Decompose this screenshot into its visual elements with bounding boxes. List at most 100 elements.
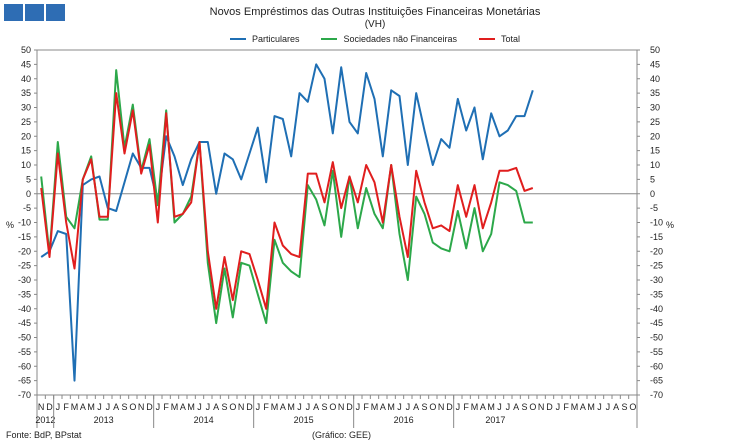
- y-tick-label-left: -15: [18, 232, 31, 242]
- x-tick-label-month: J: [97, 402, 102, 412]
- y-tick-label-right: -50: [650, 333, 663, 343]
- x-tick-label-month: J: [197, 402, 202, 412]
- chart-credit: (Gráfico: GEE): [312, 430, 372, 440]
- x-tick-label-month: S: [321, 402, 327, 412]
- x-tick-label-month: O: [629, 402, 636, 412]
- logo-block: [46, 4, 65, 21]
- x-tick-label-month: N: [138, 402, 145, 412]
- y-tick-label-left: 30: [21, 103, 31, 113]
- x-tick-label-month: D: [546, 402, 553, 412]
- y-tick-label-right: -45: [650, 318, 663, 328]
- x-tick-label-month: J: [497, 402, 502, 412]
- x-tick-label-month: A: [313, 402, 319, 412]
- x-tick-label-month: A: [213, 402, 219, 412]
- x-tick-label-month: M: [187, 402, 195, 412]
- chart-title: Novos Empréstimos das Outras Instituiçõe…: [209, 6, 541, 18]
- x-tick-label-month: N: [538, 402, 545, 412]
- x-tick-label-month: O: [529, 402, 536, 412]
- x-tick-label-month: M: [471, 402, 479, 412]
- x-tick-label-month: J: [406, 402, 411, 412]
- x-tick-label-month: O: [229, 402, 236, 412]
- x-tick-label-month: A: [513, 402, 519, 412]
- chart-series: [40, 63, 534, 382]
- y-tick-label-right: -35: [650, 289, 663, 299]
- y-tick-label-right: -5: [650, 203, 658, 213]
- y-tick-label-left: -50: [18, 333, 31, 343]
- y-tick-label-left: -40: [18, 304, 31, 314]
- y-tick-label-right: 45: [650, 59, 660, 69]
- x-tick-label-month: F: [463, 402, 469, 412]
- x-tick-label-month: J: [256, 402, 261, 412]
- x-tick-label-month: J: [456, 402, 461, 412]
- x-tick-label-month: A: [280, 402, 286, 412]
- y-axis-label-right: %: [666, 220, 674, 230]
- y-tick-label-left: -30: [18, 275, 31, 285]
- x-tick-label-month: M: [487, 402, 495, 412]
- y-tick-label-right: 25: [650, 117, 660, 127]
- x-tick-label-month: M: [71, 402, 79, 412]
- logo-block: [25, 4, 44, 21]
- y-tick-label-right: -10: [650, 218, 663, 228]
- y-tick-label-right: 40: [650, 74, 660, 84]
- x-tick-label-month: F: [263, 402, 269, 412]
- x-tick-label-month: S: [221, 402, 227, 412]
- x-tick-label-month: J: [106, 402, 111, 412]
- y-tick-label-right: -60: [650, 361, 663, 371]
- x-tick-label-month: D: [246, 402, 253, 412]
- x-tick-label-month: A: [80, 402, 86, 412]
- y-tick-label-left: 20: [21, 131, 31, 141]
- y-tick-label-right: -40: [650, 304, 663, 314]
- x-tick-label-month: A: [580, 402, 586, 412]
- x-tick-label-month: M: [571, 402, 579, 412]
- chart-subtitle: (VH): [364, 19, 386, 30]
- x-tick-label-month: A: [380, 402, 386, 412]
- legend-item-particulares: Particulares: [229, 34, 299, 44]
- y-tick-label-left: 40: [21, 74, 31, 84]
- x-tick-label-month: A: [480, 402, 486, 412]
- y-tick-label-left: -5: [23, 203, 31, 213]
- x-tick-label-month: J: [606, 402, 611, 412]
- y-tick-label-left: 0: [26, 189, 31, 199]
- series-line-particulares: [40, 63, 534, 382]
- y-tick-label-right: -25: [650, 261, 663, 271]
- x-tick-label-month: A: [413, 402, 419, 412]
- x-tick-label-month: F: [363, 402, 369, 412]
- x-tick-label-month: J: [506, 402, 511, 412]
- x-tick-label-month: D: [146, 402, 153, 412]
- y-tick-label-right: -20: [650, 246, 663, 256]
- x-tick-label-month: M: [371, 402, 379, 412]
- x-tick-label-month: N: [238, 402, 245, 412]
- y-tick-label-right: -55: [650, 347, 663, 357]
- x-tick-label-month: M: [287, 402, 295, 412]
- y-tick-label-left: -10: [18, 218, 31, 228]
- x-tick-label-month: F: [563, 402, 569, 412]
- x-tick-label-month: M: [387, 402, 395, 412]
- legend-swatch: [479, 38, 496, 40]
- x-tick-label-month: A: [180, 402, 186, 412]
- y-tick-label-left: -35: [18, 289, 31, 299]
- x-tick-label-month: M: [87, 402, 95, 412]
- legend-item-total: Total: [479, 34, 520, 44]
- x-tick-label-month: M: [171, 402, 179, 412]
- x-tick-label-month: M: [271, 402, 279, 412]
- x-tick-label-month: J: [397, 402, 402, 412]
- y-tick-label-right: 5: [650, 174, 655, 184]
- legend-label: Sociedades não Financeiras: [343, 34, 458, 44]
- y-tick-label-left: 15: [21, 146, 31, 156]
- x-tick-label-month: D: [446, 402, 453, 412]
- x-tick-label-month: J: [297, 402, 302, 412]
- x-tick-label-month: S: [521, 402, 527, 412]
- y-tick-label-left: 25: [21, 117, 31, 127]
- x-tick-label-month: J: [597, 402, 602, 412]
- x-tick-label-month: N: [38, 402, 45, 412]
- y-tick-label-left: -65: [18, 376, 31, 386]
- y-tick-label-left: 5: [26, 174, 31, 184]
- x-tick-label-month: M: [587, 402, 595, 412]
- series-line-sociedades-nao-financeiras: [40, 69, 533, 325]
- y-tick-label-left: 50: [21, 45, 31, 55]
- x-tick-label-month: J: [206, 402, 211, 412]
- x-tick-label-month: F: [63, 402, 69, 412]
- y-tick-label-right: 30: [650, 103, 660, 113]
